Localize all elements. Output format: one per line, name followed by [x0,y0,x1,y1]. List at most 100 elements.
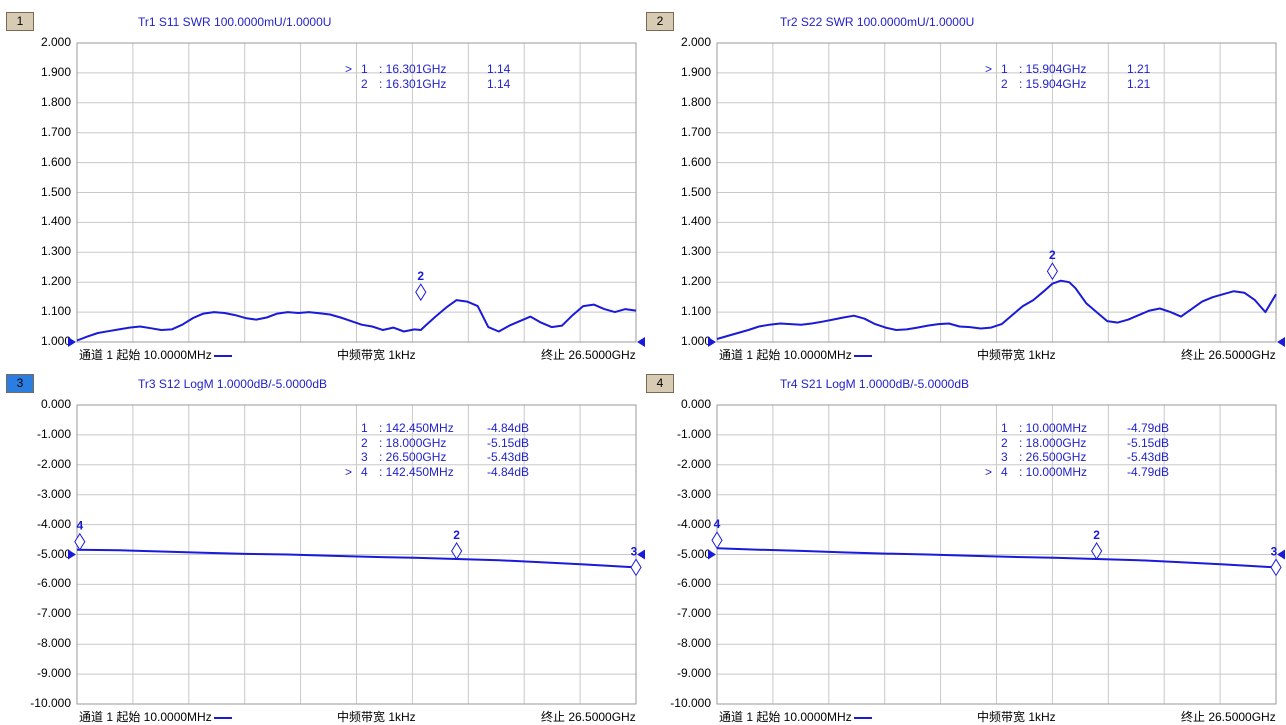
marker-diamond[interactable] [1270,558,1282,577]
start-frequency-label: 通道 1 起始 10.0000MHz [719,708,872,725]
trace-line [76,548,637,569]
panel-number-badge[interactable]: 4 [646,374,674,393]
y-tick-label: -4.000 [676,516,711,531]
active-marker-indicator: > [985,62,993,76]
y-tick-label: -4.000 [36,516,71,531]
marker-label: 4 [714,517,721,531]
marker-frequency: : 15.904GHz [1019,62,1087,76]
marker-value: 1.21 [1127,76,1151,91]
y-tick-label: -6.000 [36,576,71,591]
marker-frequency: : 26.500GHz [1019,450,1087,464]
marker-number: 1 [361,62,368,76]
plot-frame [76,42,637,343]
marker-number: 2 [361,76,368,91]
marker-value: 1.14 [487,76,511,91]
marker-label: 4 [76,519,83,533]
start-frequency-label: 通道 1 起始 10.0000MHz [79,346,232,363]
marker-frequency: : 15.904GHz [1019,76,1087,91]
marker-number: 2 [361,435,368,450]
if-bandwidth-label: 中频带宽 1kHz [977,710,1056,724]
y-tick-label: 2.000 [680,35,711,49]
y-tick-label: 2.000 [40,35,71,49]
y-tick-label: 0.000 [680,397,711,411]
active-marker-indicator: > [985,464,993,479]
marker-number: 1 [1001,421,1008,435]
reference-arrow-right [1277,549,1285,560]
plot-area: 2 [68,42,645,347]
marker-value: -5.15dB [1127,435,1170,450]
marker-frequency: : 142.450MHz [379,464,454,479]
marker-value: 1.14 [487,62,511,76]
y-tick-label: 1.600 [680,154,711,169]
reference-arrow-left [708,337,716,347]
y-tick-label: 1.500 [40,184,71,199]
y-tick-label: 1.700 [680,124,711,139]
plot-area: 4 23 [68,404,645,705]
trace-title[interactable]: Tr4 S21 LogM 1.0000dB/-5.0000dB [780,377,970,391]
marker-diamond[interactable] [415,283,427,302]
y-tick-label: -7.000 [36,606,71,621]
marker-frequency: : 26.500GHz [379,450,447,464]
trace-panel-4[interactable]: 4 Tr4 S21 LogM 1.0000dB/-5.0000dB 0.000 -1.… [640,362,1285,725]
trace-title[interactable]: Tr1 S11 SWR 100.0000mU/1.0000U [138,15,332,29]
stop-frequency-label: 终止 26.5000GHz [541,348,636,362]
stop-frequency-label: 终止 26.5000GHz [1181,348,1276,362]
marker-diamond[interactable] [1046,262,1058,281]
marker-frequency: : 142.450MHz [379,421,454,435]
marker-frequency: : 10.000MHz [1019,464,1088,479]
start-frequency-label: 通道 1 起始 10.0000MHz [79,708,232,725]
y-tick-label: -8.000 [676,636,711,651]
trace-panel-3[interactable]: 3 Tr3 S12 LogM 1.0000dB/-5.0000dB 0.000 -1.… [0,362,645,725]
plot-area: 4 2 3 [708,404,1285,705]
marker-number: 3 [361,450,368,464]
marker-frequency: : 10.000MHz [1019,421,1088,435]
y-tick-label: 1.700 [40,124,71,139]
panel-number-badge[interactable]: 3 [6,374,34,393]
marker-diamond[interactable] [451,542,463,560]
trace-line [76,299,637,342]
panel-number-badge[interactable]: 1 [6,12,34,31]
reference-arrow-left [708,549,716,560]
if-bandwidth-label: 中频带宽 1kHz [337,710,416,724]
marker-diamond[interactable] [630,558,642,577]
y-tick-label: 1.000 [680,334,711,348]
y-tick-label: 1.200 [680,274,711,289]
y-tick-label: -8.000 [36,636,71,651]
marker-label: 2 [1093,528,1100,542]
marker-label: 2 [417,269,424,283]
stop-frequency-label: 终止 26.5000GHz [541,710,636,724]
y-tick-label: -5.000 [36,546,71,561]
panel-number-badge[interactable]: 2 [646,12,674,31]
plot-area: 2 [708,42,1285,347]
trace-line [716,547,1277,569]
y-tick-label: -1.000 [36,426,71,441]
y-tick-label: 0.000 [40,397,71,411]
marker-frequency: : 16.301GHz [379,76,447,91]
trace-panel-1[interactable]: 1 Tr1 S11 SWR 100.0000mU/1.0000U 2.000 1.90… [0,0,645,363]
y-tick-label: 1.300 [680,244,711,259]
trace-title[interactable]: Tr3 S12 LogM 1.0000dB/-5.0000dB [138,377,328,391]
marker-diamond[interactable] [711,531,723,550]
active-marker-indicator: > [345,464,353,479]
plot-frame [716,404,1277,705]
marker-number: 3 [1001,450,1008,464]
y-tick-label: 1.900 [40,64,71,79]
start-frequency-label: 通道 1 起始 10.0000MHz [719,346,872,363]
y-tick-label: 1.400 [680,214,711,229]
y-tick-label: -3.000 [36,486,71,501]
y-tick-label: 1.100 [680,304,711,319]
plot-frame [76,404,637,705]
marker-value: -5.43dB [1127,450,1170,464]
marker-value: 1.21 [1127,62,1151,76]
trace-panel-2[interactable]: 2 Tr2 S22 SWR 100.0000mU/1.0000U 2.000 1.90… [640,0,1285,363]
y-tick-label: 1.900 [680,64,711,79]
marker-value: -5.15dB [487,435,530,450]
marker-diamond[interactable] [1091,542,1103,560]
marker-frequency: : 18.000GHz [1019,435,1087,450]
y-tick-label: -9.000 [676,666,711,681]
trace-legend-swatch [853,716,872,719]
marker-diamond[interactable] [74,532,86,551]
marker-value: -4.79dB [1127,464,1170,479]
trace-legend-swatch [213,354,232,357]
trace-title[interactable]: Tr2 S22 SWR 100.0000mU/1.0000U [780,15,975,29]
